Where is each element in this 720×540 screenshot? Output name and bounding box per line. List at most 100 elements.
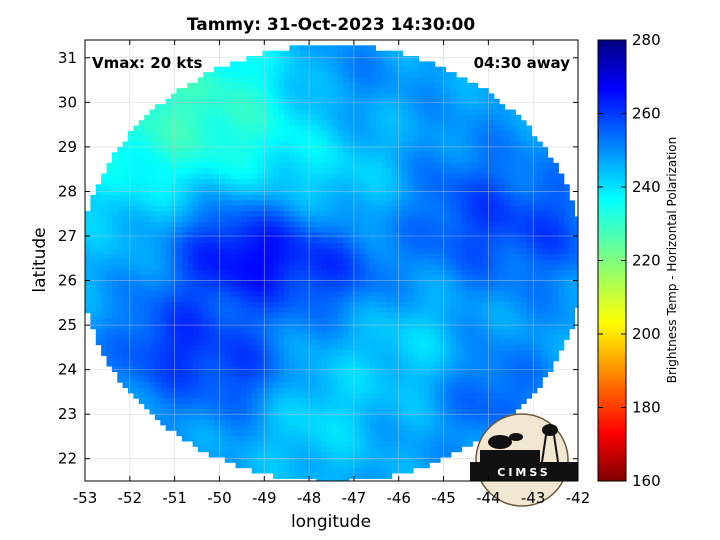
swath-cell [187,248,194,255]
swath-cell [515,323,522,330]
swath-cell [413,307,420,314]
swath-cell [327,168,333,175]
swath-cell [370,344,376,351]
swath-cell [224,339,231,346]
swath-cell [450,77,457,84]
swath-cell [149,264,156,271]
swath-cell [149,146,156,153]
swath-cell [483,334,489,340]
swath-cell [375,56,382,62]
swath-cell [483,152,489,159]
swath-cell [214,350,221,356]
swath-cell [251,339,258,346]
swath-cell [343,104,350,110]
swath-cell [117,216,124,223]
swath-cell [445,77,452,84]
swath-cell [262,179,269,185]
swath-cell [515,355,522,362]
swath-cell [434,179,441,185]
swath-cell [499,285,506,292]
swath-cell [117,184,124,191]
swath-cell [300,312,307,319]
swath-cell [429,318,436,324]
swath-cell [138,141,145,148]
swath-cell [353,221,360,228]
swath-cell [456,221,463,228]
swath-cell [273,184,280,191]
swath-cell [165,179,172,185]
swath-cell [251,360,258,367]
swath-cell [208,184,215,191]
swath-cell [364,205,371,212]
swath-cell [246,93,253,100]
swath-cell [171,334,178,340]
swath-cell [262,312,269,319]
swath-cell [359,56,366,62]
swath-cell [171,168,178,175]
swath-cell [466,104,473,110]
swath-cell [348,179,355,185]
swath-cell [176,350,183,356]
swath-cell [219,355,226,362]
swath-cell [391,312,398,319]
swath-cell [370,318,376,324]
swath-cell [246,376,253,383]
swath-cell [450,248,457,255]
swath-cell [257,382,264,388]
swath-cell [450,104,457,110]
swath-cell [509,307,516,314]
swath-cell [230,120,237,127]
swath-cell [241,280,247,287]
swath-cell [294,221,301,228]
swath-cell [284,291,290,298]
swath-cell [230,318,237,324]
swath-cell [219,152,226,159]
swath-cell [327,141,333,148]
swath-cell [133,350,140,356]
swath-cell [203,168,210,175]
swath-cell [273,339,280,346]
swath-cell [208,307,215,314]
swath-cell [483,157,489,164]
swath-cell [316,291,323,298]
swath-cell [483,259,489,266]
swath-cell [472,264,479,271]
swath-cell [483,237,489,244]
swath-cell [348,264,355,271]
swath-cell [197,77,204,84]
swath-cell [138,200,145,207]
swath-cell [488,350,495,356]
swath-cell [461,253,468,260]
swath-cell [289,285,296,292]
swath-cell [440,125,446,132]
swath-cell [370,285,376,292]
swath-cell [337,77,344,84]
swath-cell [569,227,575,233]
swath-cell [337,162,344,169]
swath-cell [144,360,151,367]
swath-cell [515,184,522,191]
swath-cell [375,291,382,298]
swath-cell [440,162,446,169]
swath-cell [176,104,183,110]
swath-cell [257,360,264,367]
swath-cell [289,189,296,196]
swath-cell [536,200,543,207]
swath-cell [192,285,199,292]
swath-cell [493,307,500,314]
swath-cell [483,227,489,233]
swath-cell [154,141,161,148]
swath-cell [370,264,376,271]
swath-cell [214,301,221,308]
swath-cell [563,312,570,319]
swath-cell [477,157,484,164]
swath-cell [273,285,280,292]
swath-cell [531,307,538,314]
swath-cell [154,371,161,378]
swath-cell [493,264,500,271]
swath-cell [418,237,425,244]
swath-cell [149,162,156,169]
swath-cell [402,248,409,255]
swath-cell [305,125,312,132]
swath-cell [273,82,280,89]
